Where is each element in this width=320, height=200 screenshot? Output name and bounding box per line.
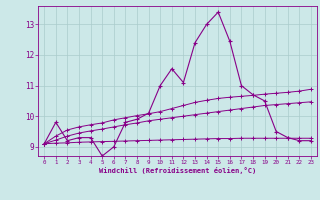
X-axis label: Windchill (Refroidissement éolien,°C): Windchill (Refroidissement éolien,°C) [99, 167, 256, 174]
